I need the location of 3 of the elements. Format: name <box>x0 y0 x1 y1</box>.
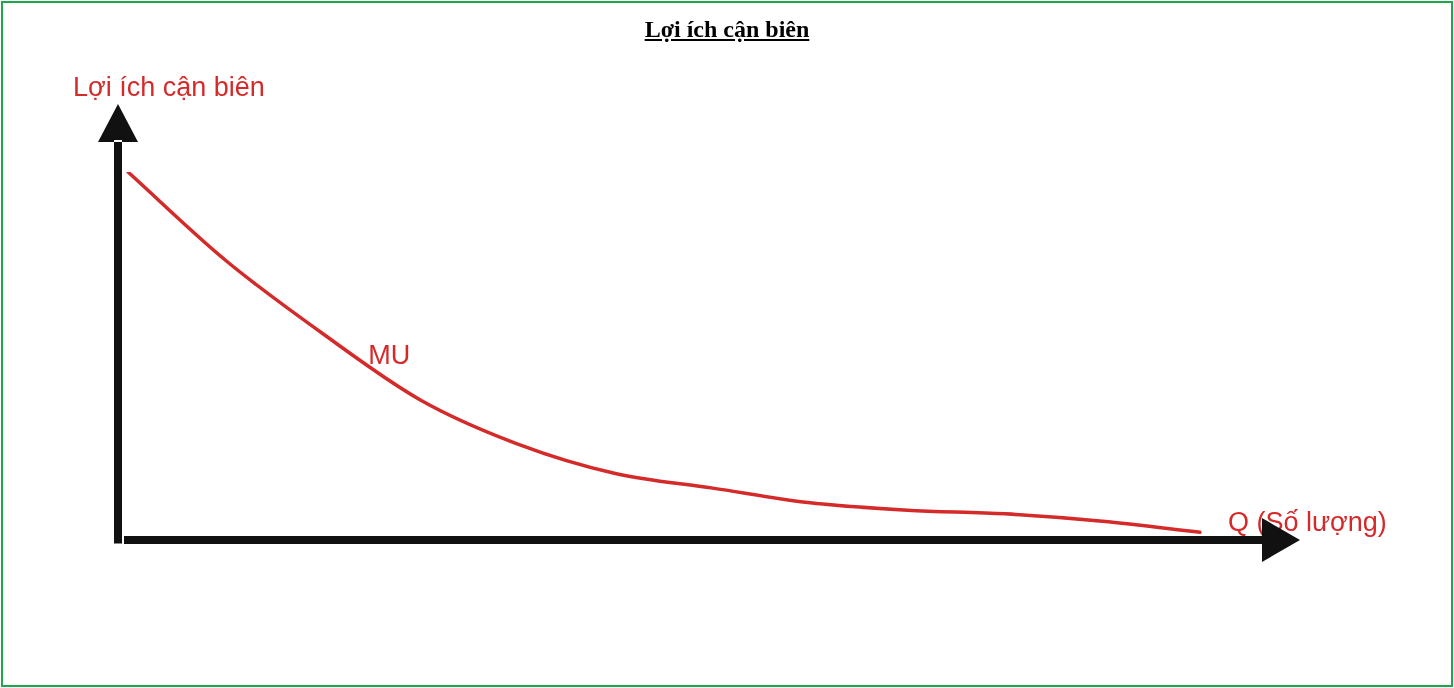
series-label: MU <box>368 339 411 370</box>
chart-title: Lợi ích cận biên <box>643 16 811 43</box>
y-axis-title: Lợi ích cận biên <box>73 72 265 103</box>
